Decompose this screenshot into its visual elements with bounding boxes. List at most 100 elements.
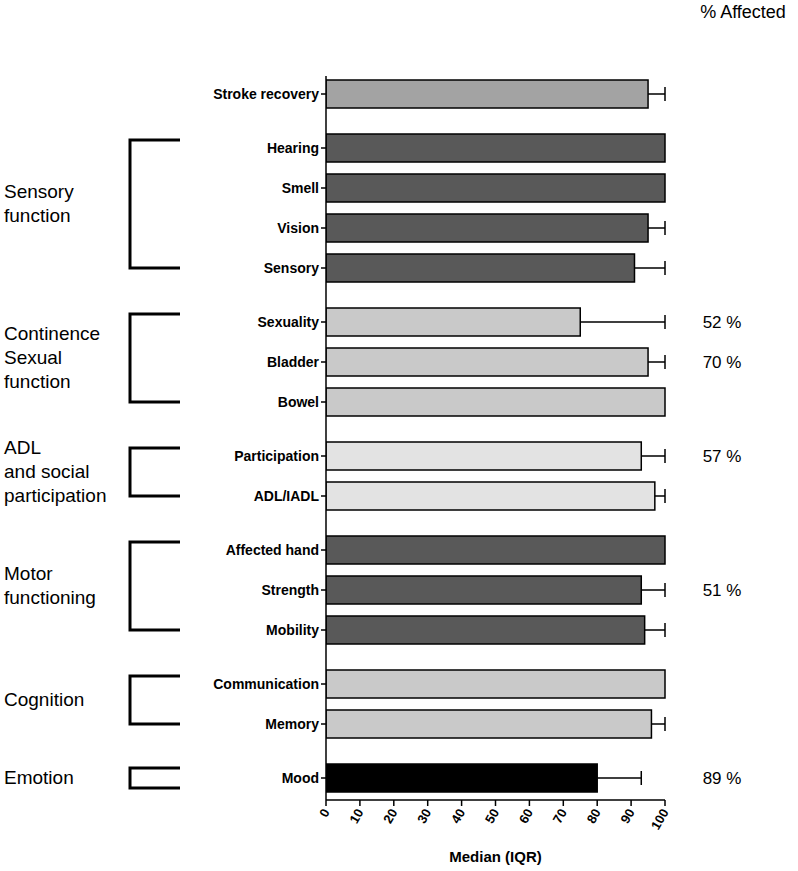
group-label: Sexual <box>4 347 62 368</box>
y-tick <box>321 495 326 497</box>
group-label: Sensory <box>4 181 74 202</box>
bar <box>326 576 641 604</box>
group-label: participation <box>4 485 106 506</box>
x-tick-label: 80 <box>584 806 604 826</box>
x-tick-label: 30 <box>414 806 434 826</box>
error-bar <box>648 355 665 369</box>
x-tick-label: 100 <box>648 806 672 832</box>
y-tick <box>321 321 326 323</box>
affected-title: % Affected <box>700 2 786 22</box>
bar <box>326 764 597 792</box>
bars <box>326 80 665 792</box>
bar <box>326 710 651 738</box>
category-label: Sexuality <box>258 314 320 330</box>
y-tick <box>321 187 326 189</box>
x-tick <box>529 800 531 806</box>
bar <box>326 80 648 108</box>
group-bracket <box>130 542 180 630</box>
category-label: Bowel <box>278 394 319 410</box>
group-bracket <box>130 140 180 268</box>
x-tick <box>359 800 361 806</box>
x-tick-label: 0 <box>316 806 333 820</box>
error-bar <box>641 449 665 463</box>
category-label: Communication <box>213 676 319 692</box>
y-tick <box>321 683 326 685</box>
x-tick <box>461 800 463 806</box>
x-tick <box>393 800 395 806</box>
y-tick <box>321 589 326 591</box>
x-tick-label: 40 <box>448 806 468 826</box>
error-bar <box>645 623 665 637</box>
bar <box>326 348 648 376</box>
bar <box>326 482 655 510</box>
group-label: Cognition <box>4 689 84 710</box>
y-tick <box>321 267 326 269</box>
error-bar <box>634 261 665 275</box>
bar <box>326 616 645 644</box>
x-tick-label: 60 <box>516 806 536 826</box>
error-bar <box>648 221 665 235</box>
affected-label: 70 % <box>703 353 742 372</box>
category-label: Memory <box>265 716 319 732</box>
group-label: Motor <box>4 563 53 584</box>
category-label: Participation <box>234 448 319 464</box>
x-tick-label: 50 <box>482 806 502 826</box>
error-bar <box>655 489 665 503</box>
bar <box>326 442 641 470</box>
error-bar <box>597 771 641 785</box>
bar <box>326 536 665 564</box>
y-tick <box>321 629 326 631</box>
category-label: Strength <box>261 582 319 598</box>
category-label: Hearing <box>267 140 319 156</box>
x-tick <box>325 800 327 806</box>
bar <box>326 254 634 282</box>
x-tick-label: 70 <box>550 806 570 826</box>
group-label: functioning <box>4 587 96 608</box>
x-tick <box>596 800 598 806</box>
affected-label: 52 % <box>703 313 742 332</box>
group-label: ADL <box>4 437 41 458</box>
group-bracket <box>130 676 180 724</box>
bar <box>326 670 665 698</box>
category-label: Bladder <box>267 354 320 370</box>
group-label: Continence <box>4 323 100 344</box>
y-tick <box>321 549 326 551</box>
affected-label: 51 % <box>703 581 742 600</box>
error-bar <box>641 583 665 597</box>
x-tick <box>664 800 666 806</box>
error-bar <box>648 87 665 101</box>
y-tick <box>321 147 326 149</box>
y-tick <box>321 227 326 229</box>
x-tick <box>427 800 429 806</box>
group-bracket <box>130 768 180 788</box>
y-tick <box>321 93 326 95</box>
error-bar <box>651 717 665 731</box>
y-tick <box>321 723 326 725</box>
category-label: Sensory <box>264 260 319 276</box>
x-tick <box>630 800 632 806</box>
group-bracket <box>130 314 180 402</box>
x-tick <box>563 800 565 806</box>
y-tick <box>321 361 326 363</box>
category-label: Mobility <box>266 622 319 638</box>
category-label: Mood <box>282 770 319 786</box>
category-label: Smell <box>282 180 319 196</box>
x-tick-label: 20 <box>380 806 400 826</box>
x-tick-label: 90 <box>617 806 637 826</box>
category-label: Vision <box>277 220 319 236</box>
group-label: and social <box>4 461 90 482</box>
bar <box>326 308 580 336</box>
x-axis-label: Median (IQR) <box>449 848 542 865</box>
bar <box>326 134 665 162</box>
y-tick <box>321 455 326 457</box>
chart: Stroke recoveryHearingSmellVisionSensory… <box>0 0 798 871</box>
category-label: Affected hand <box>226 542 319 558</box>
y-tick <box>321 401 326 403</box>
bar <box>326 174 665 202</box>
group-label: function <box>4 205 71 226</box>
category-label: ADL/IADL <box>254 488 320 504</box>
group-label: Emotion <box>4 767 74 788</box>
bar <box>326 388 665 416</box>
y-tick <box>321 777 326 779</box>
affected-label: 57 % <box>703 447 742 466</box>
